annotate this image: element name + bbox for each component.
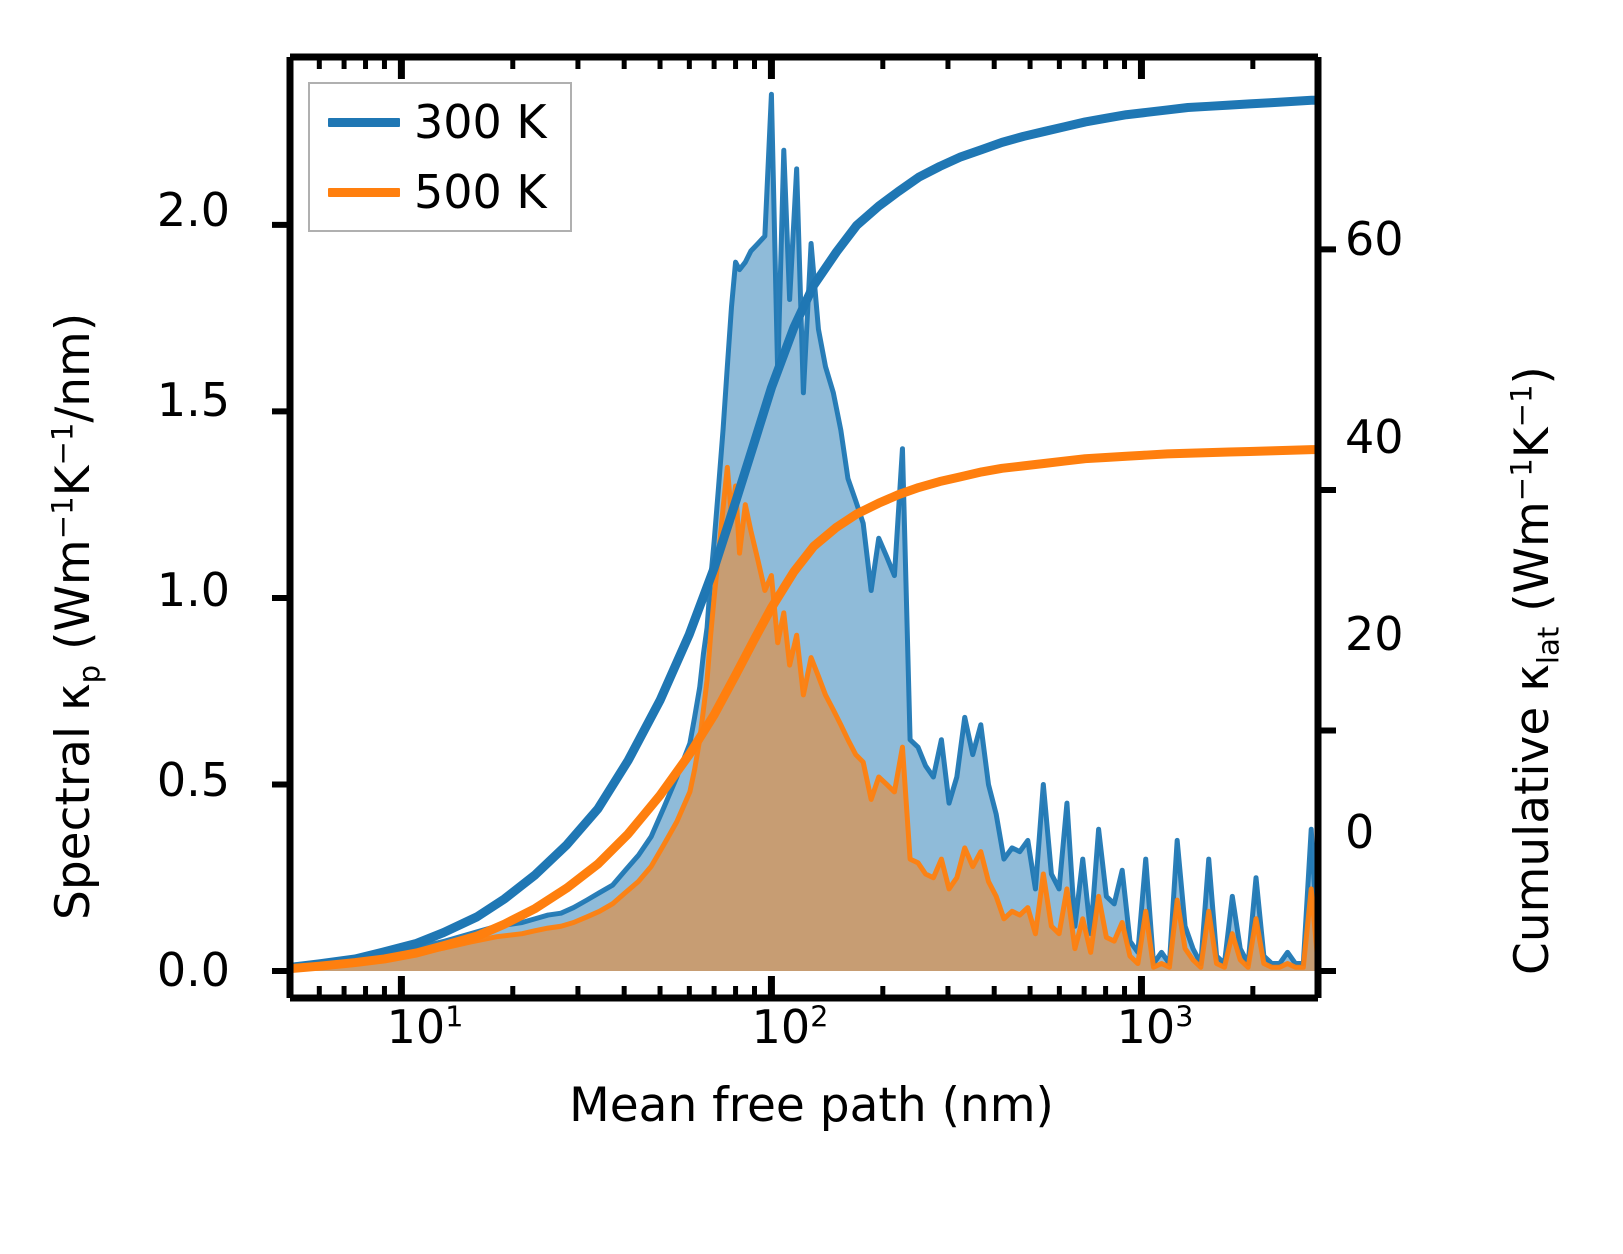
xtick-10e1: 101 (345, 1000, 505, 1054)
ylabel-right-prefix: Cumulative κ (1505, 664, 1560, 975)
ylabel-left-tail: /nm) (46, 312, 101, 423)
ytick-left-1: 1.0 (156, 563, 230, 617)
ytick-right-40: 40 (1345, 410, 1404, 464)
xtick-10e2-base: 10 (751, 1000, 811, 1054)
ylabel-right-exp2: −1 (1504, 384, 1539, 428)
spectral-outline-500k (290, 464, 1318, 970)
xtick-10e3: 103 (1075, 1000, 1235, 1054)
ytick-left-0.5: 0.5 (156, 753, 230, 807)
series-layer (290, 91, 1318, 974)
legend-label-300k: 300 K (414, 95, 547, 149)
spectral-fill-300k (290, 94, 1318, 971)
ylabel-right-unit: (Wm (1505, 501, 1560, 627)
cumulative-line-300k (290, 95, 1318, 972)
legend[interactable]: 300 K 500 K (308, 82, 572, 232)
ylabel-left-k: K (46, 465, 101, 497)
ylabel-left-prefix: Spectral κ (46, 683, 101, 920)
ytick-right-20: 20 (1345, 607, 1404, 661)
ytick-left-2: 2.0 (156, 183, 230, 237)
ytick-left-0: 0.0 (156, 943, 230, 997)
ylabel-left-sub: p (72, 664, 107, 684)
ytick-left-1.5: 1.5 (156, 373, 230, 427)
legend-item-300k[interactable]: 300 K (310, 92, 574, 152)
y-axis-label-right: Cumulative κlat (Wm−1K−1) (1504, 366, 1565, 975)
spectral-outline-300k (290, 91, 1318, 968)
xtick-10e3-base: 10 (1116, 1000, 1176, 1054)
ytick-right-0: 0 (1345, 805, 1375, 859)
legend-item-500k[interactable]: 500 K (310, 162, 574, 222)
ylabel-right-k: K (1505, 427, 1560, 459)
spectral-fill-500k (290, 467, 1318, 971)
xtick-10e1-exp: 1 (445, 1000, 464, 1034)
ylabel-right-exp1: −1 (1504, 458, 1539, 502)
xtick-10e3-exp: 3 (1175, 1000, 1194, 1034)
legend-label-500k: 500 K (414, 165, 547, 219)
legend-swatch-500k (328, 188, 400, 197)
xtick-10e2: 102 (710, 1000, 870, 1054)
xtick-10e1-base: 10 (386, 1000, 446, 1054)
y-axis-label-left: Spectral κp (Wm−1K−1/nm) (45, 312, 106, 920)
xtick-10e2-exp: 2 (810, 1000, 829, 1034)
ylabel-right-sub: lat (1531, 626, 1566, 665)
cumulative-line-500k (290, 445, 1318, 974)
ylabel-left-exp2: −1 (45, 422, 80, 466)
axes-frame (272, 53, 1336, 1002)
legend-swatch-300k (328, 118, 400, 127)
ylabel-right-tail: ) (1505, 366, 1560, 385)
x-axis-label: Mean free path (nm) (569, 1078, 1054, 1133)
ylabel-left-exp1: −1 (45, 496, 80, 540)
ylabel-left-unit: (Wm (46, 539, 101, 665)
ytick-right-60: 60 (1345, 212, 1404, 266)
